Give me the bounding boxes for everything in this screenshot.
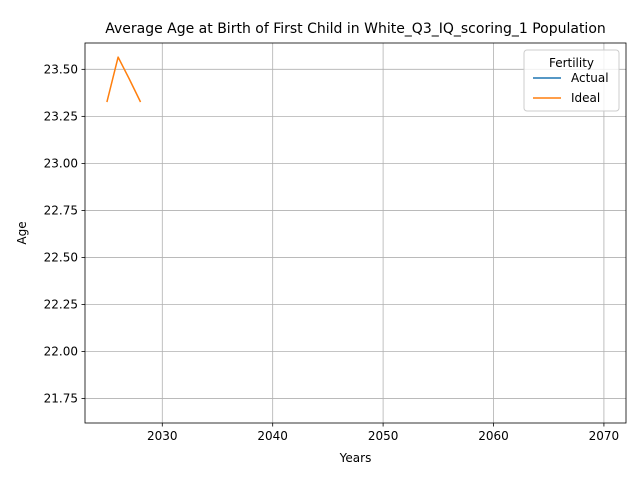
- series-line-ideal: [106, 56, 142, 103]
- plot-frame: [84, 42, 627, 424]
- x-tick-label: 2050: [368, 429, 399, 443]
- x-tick-label: 2040: [257, 429, 288, 443]
- y-tick-label: 22.25: [44, 297, 78, 311]
- legend-box: [523, 49, 620, 112]
- x-tick-label: 2070: [589, 429, 620, 443]
- legend-label-actual: Actual: [571, 71, 609, 85]
- legend-title: Fertility: [549, 56, 594, 70]
- y-tick-label: 23.25: [44, 109, 78, 123]
- y-tick-label: 22.75: [44, 203, 78, 217]
- y-tick-label: 22.50: [44, 250, 78, 264]
- series-layer: [106, 56, 142, 103]
- legend-label-ideal: Ideal: [571, 91, 600, 105]
- x-axis-label: Years: [339, 451, 372, 465]
- y-axis: 21.75 22.00 22.25 22.50 22.75 23.00 23.25 23.50: [44, 62, 85, 406]
- x-tick-label: 2030: [147, 429, 178, 443]
- y-axis-label: Age: [15, 221, 29, 244]
- y-tick-label: 23.00: [44, 156, 78, 170]
- y-tick-label: 21.75: [44, 392, 78, 406]
- y-tick-label: 22.00: [44, 345, 78, 359]
- x-axis: 2030 2040 2050 2060 2070: [147, 423, 619, 443]
- y-tick-label: 23.50: [44, 62, 78, 76]
- chart-title: Average Age at Birth of First Child in W…: [105, 21, 606, 37]
- x-tick-label: 2060: [478, 429, 509, 443]
